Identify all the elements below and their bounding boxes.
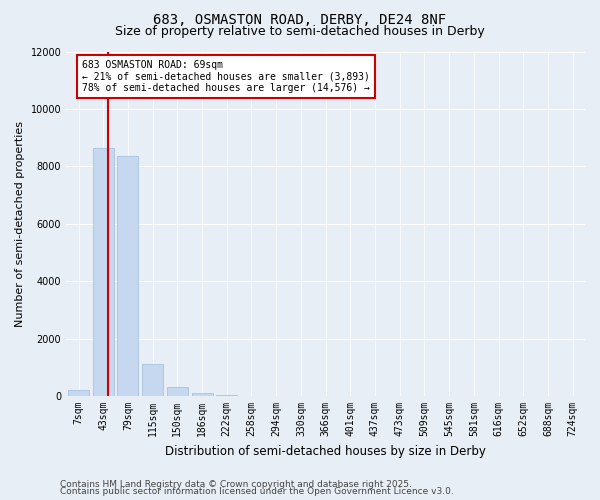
Text: Size of property relative to semi-detached houses in Derby: Size of property relative to semi-detach… xyxy=(115,25,485,38)
Bar xyxy=(93,148,114,396)
Bar xyxy=(191,394,212,396)
Bar xyxy=(68,390,89,396)
X-axis label: Distribution of semi-detached houses by size in Derby: Distribution of semi-detached houses by … xyxy=(165,444,486,458)
Bar xyxy=(167,386,188,396)
Bar xyxy=(216,394,237,396)
Text: 683 OSMASTON ROAD: 69sqm
← 21% of semi-detached houses are smaller (3,893)
78% o: 683 OSMASTON ROAD: 69sqm ← 21% of semi-d… xyxy=(82,60,370,94)
Text: Contains HM Land Registry data © Crown copyright and database right 2025.: Contains HM Land Registry data © Crown c… xyxy=(60,480,412,489)
Bar xyxy=(118,156,139,396)
Y-axis label: Number of semi-detached properties: Number of semi-detached properties xyxy=(15,121,25,327)
Text: Contains public sector information licensed under the Open Government Licence v3: Contains public sector information licen… xyxy=(60,488,454,496)
Text: 683, OSMASTON ROAD, DERBY, DE24 8NF: 683, OSMASTON ROAD, DERBY, DE24 8NF xyxy=(154,12,446,26)
Bar xyxy=(142,364,163,396)
